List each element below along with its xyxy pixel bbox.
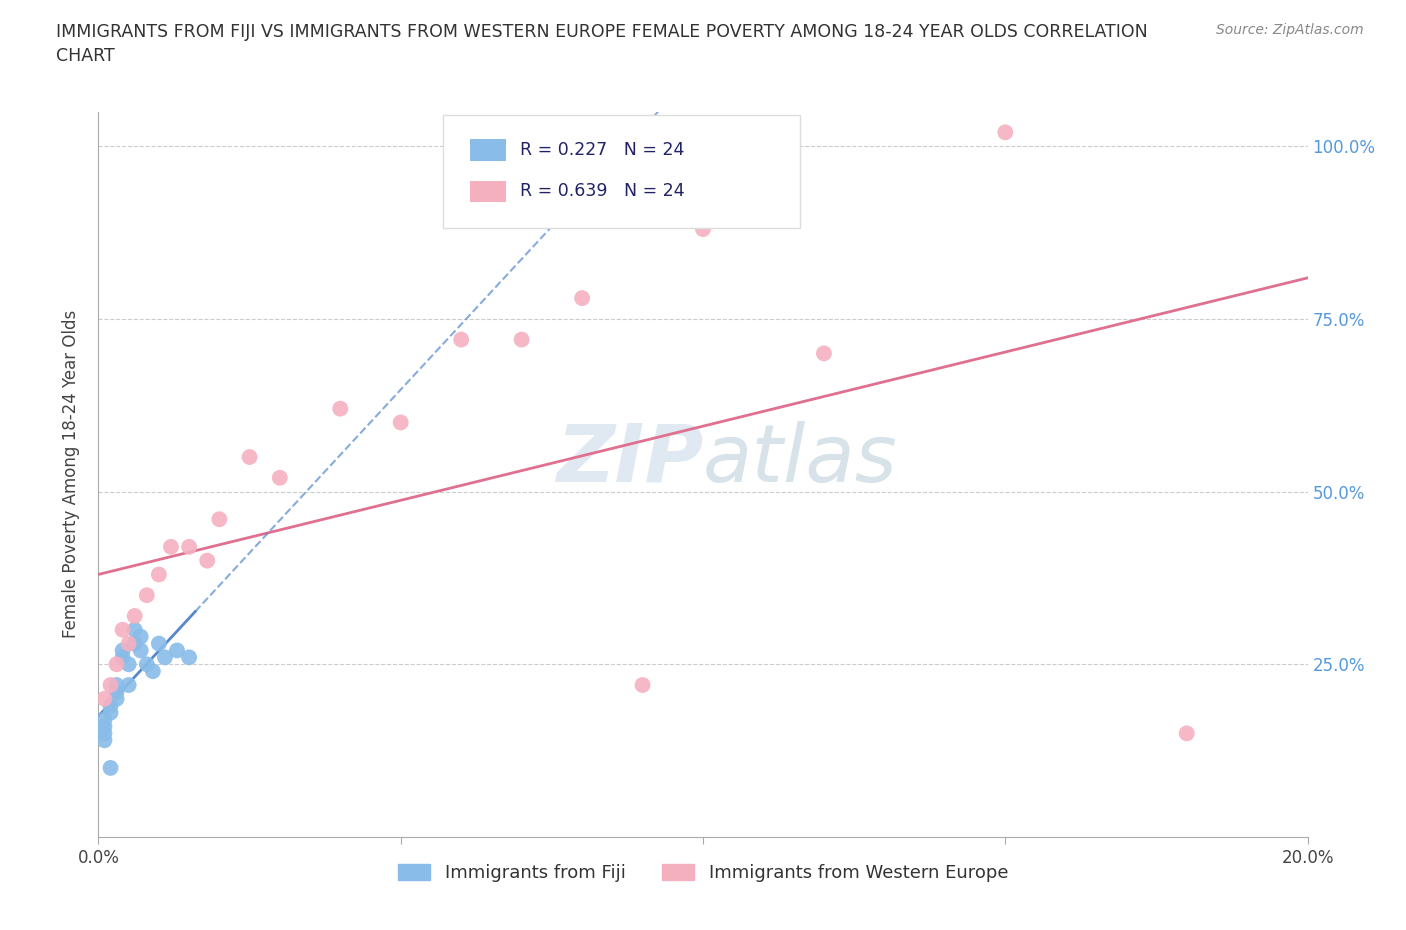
Point bbox=[124, 622, 146, 637]
Text: ZIP: ZIP bbox=[555, 420, 703, 498]
Point bbox=[129, 630, 152, 644]
Point bbox=[148, 636, 170, 651]
Point bbox=[135, 657, 157, 671]
Point bbox=[510, 332, 533, 347]
Point bbox=[269, 471, 291, 485]
Point bbox=[118, 678, 141, 693]
Point bbox=[135, 588, 157, 603]
Point bbox=[100, 698, 122, 713]
Point bbox=[105, 657, 128, 671]
Point bbox=[111, 622, 134, 637]
Point bbox=[111, 643, 134, 658]
Point bbox=[813, 346, 835, 361]
Point bbox=[1175, 726, 1198, 741]
Legend: Immigrants from Fiji, Immigrants from Western Europe: Immigrants from Fiji, Immigrants from We… bbox=[391, 857, 1015, 890]
Point bbox=[105, 691, 128, 706]
Point bbox=[111, 650, 134, 665]
Point bbox=[208, 512, 231, 526]
Point bbox=[129, 643, 152, 658]
Point bbox=[239, 449, 262, 464]
FancyBboxPatch shape bbox=[443, 115, 800, 228]
Point bbox=[93, 726, 115, 741]
Point bbox=[179, 650, 201, 665]
Text: atlas: atlas bbox=[703, 420, 898, 498]
Bar bbox=[470, 140, 506, 161]
Point bbox=[692, 221, 714, 236]
Point bbox=[93, 712, 115, 727]
Point bbox=[450, 332, 472, 347]
Point bbox=[124, 608, 146, 623]
Point bbox=[153, 650, 176, 665]
Point bbox=[389, 415, 412, 430]
Text: IMMIGRANTS FROM FIJI VS IMMIGRANTS FROM WESTERN EUROPE FEMALE POVERTY AMONG 18-2: IMMIGRANTS FROM FIJI VS IMMIGRANTS FROM … bbox=[56, 23, 1147, 65]
Point bbox=[118, 636, 141, 651]
Point bbox=[93, 691, 115, 706]
Point bbox=[105, 678, 128, 693]
Point bbox=[631, 678, 654, 693]
Point bbox=[124, 636, 146, 651]
Point bbox=[93, 719, 115, 734]
Point bbox=[100, 761, 122, 776]
Point bbox=[142, 664, 165, 679]
Point bbox=[100, 678, 122, 693]
Point bbox=[93, 733, 115, 748]
Point bbox=[179, 539, 201, 554]
Point bbox=[148, 567, 170, 582]
Y-axis label: Female Poverty Among 18-24 Year Olds: Female Poverty Among 18-24 Year Olds bbox=[62, 311, 80, 638]
Point bbox=[329, 401, 352, 416]
Text: R = 0.227   N = 24: R = 0.227 N = 24 bbox=[520, 141, 685, 159]
Bar bbox=[470, 180, 506, 203]
Text: R = 0.639   N = 24: R = 0.639 N = 24 bbox=[520, 182, 685, 200]
Point bbox=[166, 643, 188, 658]
Point bbox=[994, 125, 1017, 140]
Point bbox=[571, 291, 593, 306]
Point bbox=[100, 705, 122, 720]
Point bbox=[118, 657, 141, 671]
Text: Source: ZipAtlas.com: Source: ZipAtlas.com bbox=[1216, 23, 1364, 37]
Point bbox=[105, 684, 128, 699]
Point bbox=[195, 553, 218, 568]
Point bbox=[160, 539, 183, 554]
